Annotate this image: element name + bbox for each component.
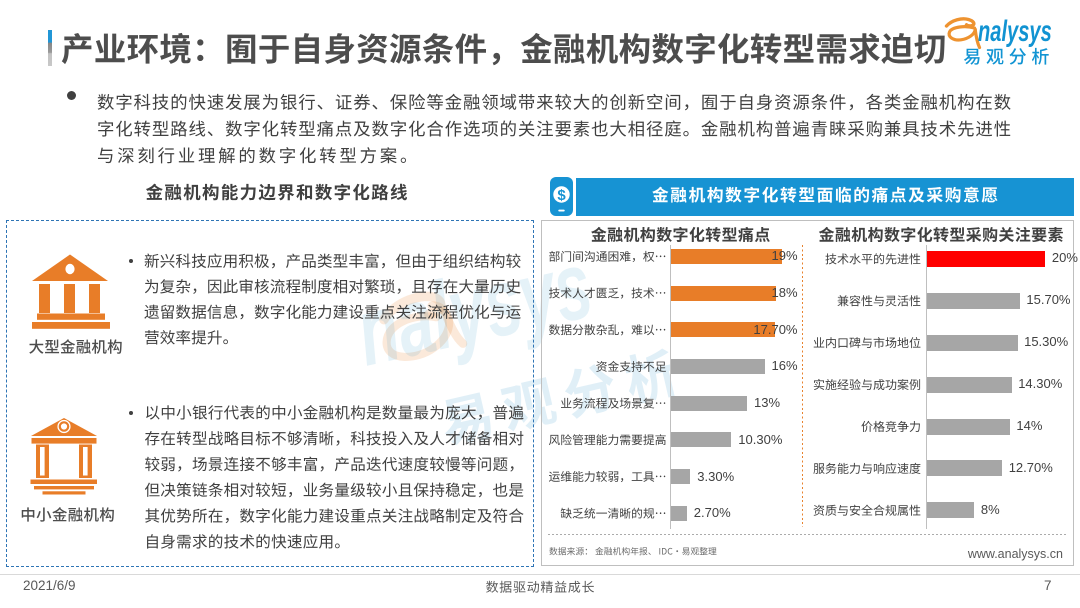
svg-text:$: $ [557,187,566,204]
